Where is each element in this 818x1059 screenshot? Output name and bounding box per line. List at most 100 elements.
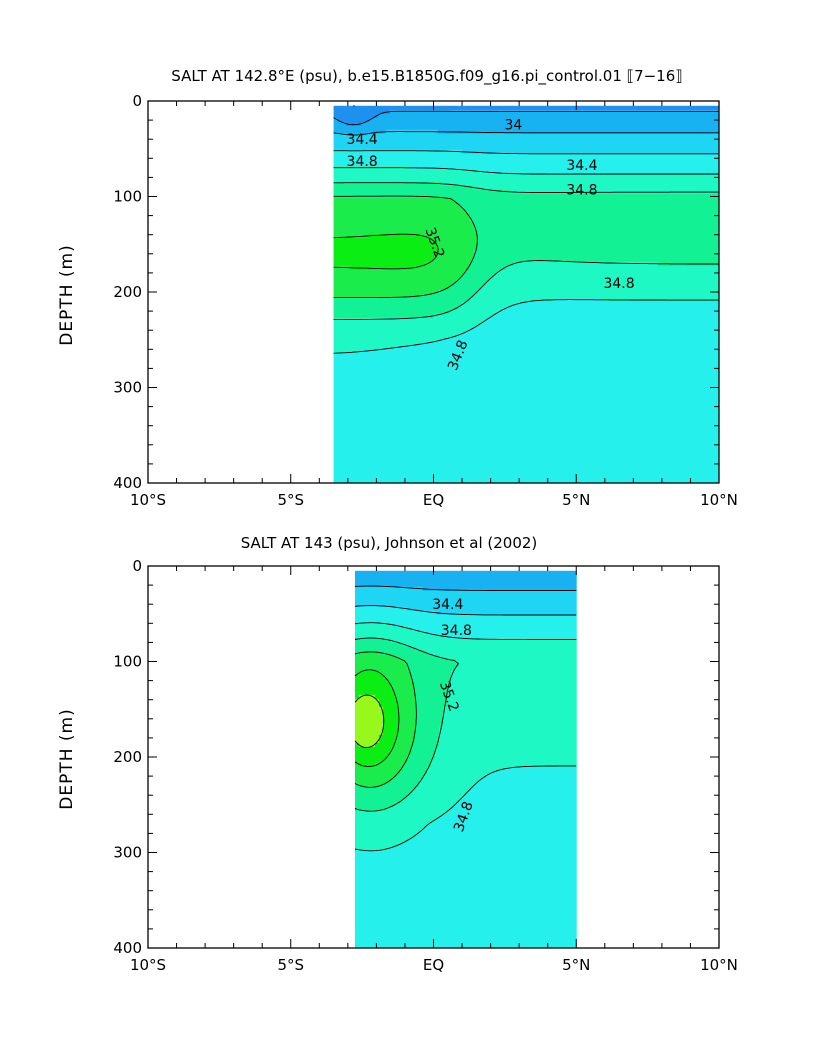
field-cell — [629, 137, 634, 143]
field-cell — [477, 145, 482, 151]
field-cell — [573, 181, 578, 187]
field-cell — [549, 229, 554, 235]
field-cell — [365, 289, 370, 295]
field-cell — [585, 193, 590, 199]
field-cell — [377, 293, 382, 299]
field-cell — [345, 261, 350, 267]
field-cell — [489, 277, 494, 283]
field-cell — [409, 221, 414, 227]
field-cell — [437, 197, 442, 203]
field-cell — [589, 153, 594, 159]
field-cell — [337, 109, 342, 115]
field-cell — [633, 233, 638, 239]
field-cell — [625, 281, 630, 287]
field-cell — [369, 273, 374, 279]
field-cell — [421, 185, 426, 191]
field-cell — [429, 169, 434, 175]
field-cell — [505, 133, 510, 139]
field-cell — [689, 141, 694, 147]
field-cell — [349, 153, 354, 159]
field-cell — [345, 217, 350, 223]
field-cell — [481, 293, 486, 299]
field-cell — [657, 133, 662, 139]
field-cell — [637, 249, 642, 255]
field-cell — [481, 233, 486, 239]
field-cell — [385, 289, 390, 295]
field-cell — [529, 217, 534, 223]
field-cell — [665, 217, 670, 223]
field-cell — [337, 113, 342, 119]
field-cell — [389, 153, 394, 159]
field-cell — [497, 105, 502, 111]
field-cell — [633, 173, 638, 179]
field-cell — [657, 181, 662, 187]
field-cell — [501, 245, 506, 251]
field-cell — [633, 269, 638, 275]
field-cell — [357, 141, 362, 147]
field-cell — [357, 113, 362, 119]
field-cell — [665, 229, 670, 235]
field-cell — [561, 305, 566, 311]
field-cell — [681, 197, 686, 203]
field-cell — [525, 253, 530, 259]
field-cell — [365, 309, 370, 315]
field-cell — [545, 285, 550, 291]
field-cell — [497, 281, 502, 287]
field-cell — [649, 201, 654, 207]
field-cell — [669, 265, 674, 271]
field-cell — [621, 273, 626, 279]
field-cell — [445, 213, 450, 219]
field-cell — [341, 201, 346, 207]
field-cell — [673, 277, 678, 283]
field-cell — [697, 301, 702, 307]
field-cell — [685, 237, 690, 243]
field-cell — [565, 177, 570, 183]
field-cell — [681, 173, 686, 179]
field-cell — [557, 249, 562, 255]
field-cell — [441, 253, 446, 259]
field-cell — [477, 209, 482, 215]
field-cell — [449, 237, 454, 243]
field-cell — [593, 229, 598, 235]
field-cell — [333, 205, 338, 211]
field-cell — [449, 305, 454, 311]
field-cell — [533, 273, 538, 279]
field-cell — [645, 105, 650, 111]
field-cell — [457, 197, 462, 203]
field-cell — [597, 293, 602, 299]
field-cell — [421, 297, 426, 303]
field-cell — [621, 177, 626, 183]
field-cell — [665, 237, 670, 243]
field-cell — [629, 145, 634, 151]
field-cell — [337, 213, 342, 219]
field-cell — [577, 225, 582, 231]
field-cell — [513, 237, 518, 243]
field-cell — [393, 281, 398, 287]
field-cell — [421, 157, 426, 163]
field-cell — [561, 213, 566, 219]
field-cell — [333, 281, 338, 287]
field-cell — [617, 225, 622, 231]
field-cell — [457, 225, 462, 231]
field-cell — [613, 133, 618, 139]
field-cell — [521, 137, 526, 143]
field-cell — [333, 201, 338, 207]
field-cell — [349, 241, 354, 247]
field-cell — [457, 233, 462, 239]
field-cell — [501, 273, 506, 279]
field-cell — [633, 217, 638, 223]
field-cell — [457, 113, 462, 119]
field-cell — [473, 125, 478, 131]
field-cell — [617, 277, 622, 283]
field-cell — [457, 213, 462, 219]
field-cell — [513, 253, 518, 259]
field-cell — [653, 153, 658, 159]
field-cell — [389, 301, 394, 307]
field-cell — [661, 249, 666, 255]
field-cell — [361, 269, 366, 275]
field-cell — [681, 269, 686, 275]
field-cell — [385, 229, 390, 235]
field-cell — [525, 297, 530, 303]
field-cell — [685, 273, 690, 279]
field-cell — [601, 121, 606, 127]
